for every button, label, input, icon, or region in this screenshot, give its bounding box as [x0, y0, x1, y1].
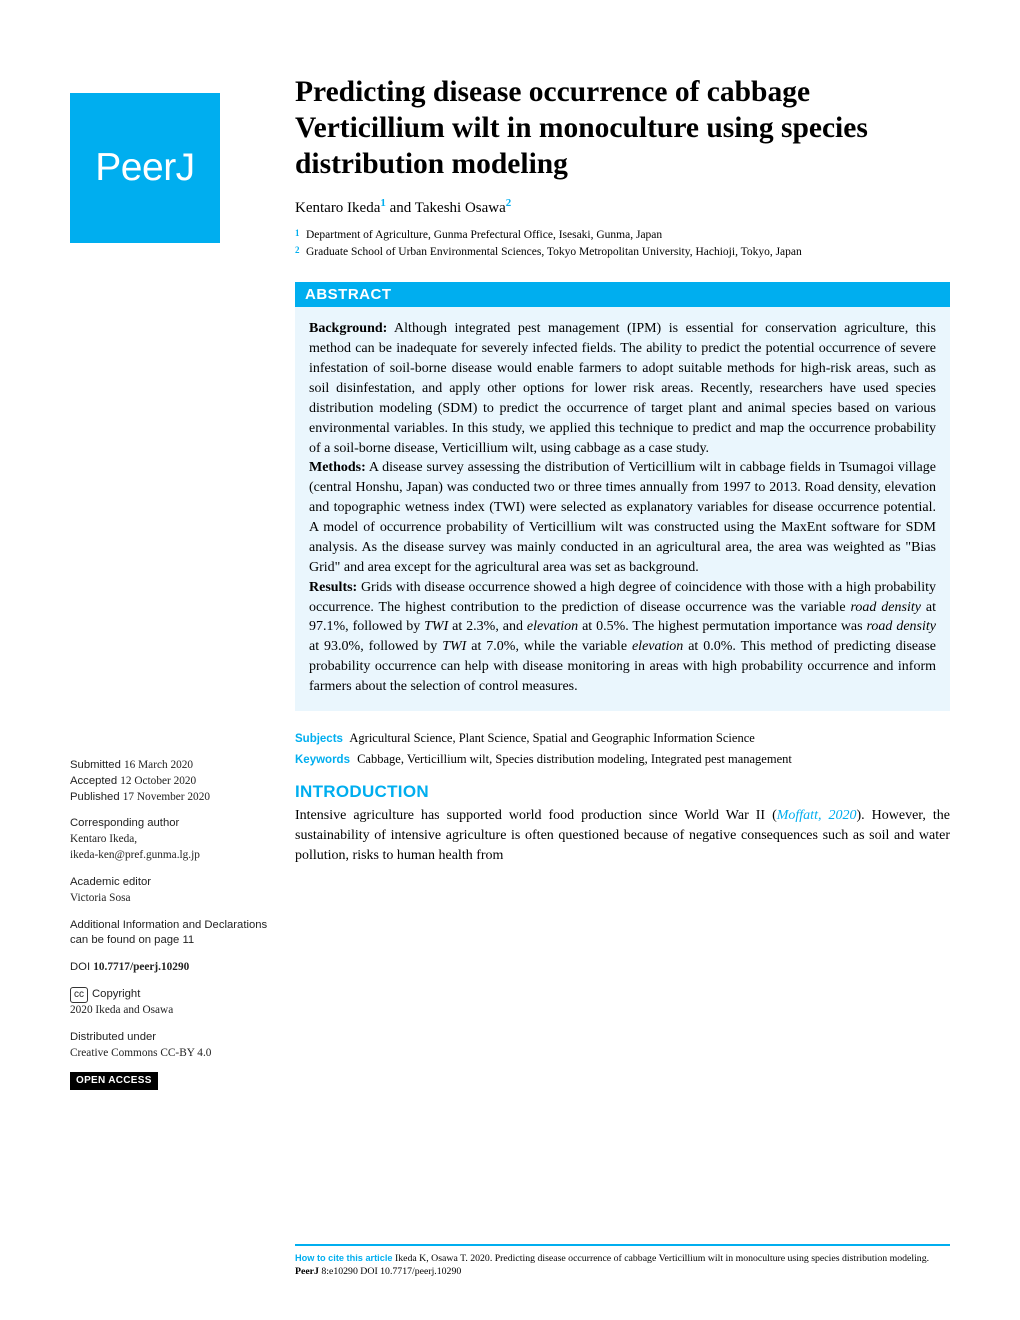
- subjects-text: Agricultural Science, Plant Science, Spa…: [349, 731, 754, 745]
- keywords-line: Keywords Cabbage, Verticillium wilt, Spe…: [295, 750, 950, 769]
- affiliation-num: 1: [295, 227, 303, 244]
- copyright-holder: 2020 Ikeda and Osawa: [70, 1004, 173, 1016]
- article-title: Predicting disease occurrence of cabbage…: [295, 75, 950, 183]
- affiliation-num: 2: [295, 244, 303, 261]
- accepted-date: 12 October 2020: [120, 775, 196, 787]
- doi-label: DOI: [70, 961, 90, 973]
- cc-icon: cc: [70, 987, 88, 1003]
- introduction-body: Intensive agriculture has supported worl…: [295, 806, 950, 866]
- keywords-text: Cabbage, Verticillium wilt, Species dist…: [357, 752, 792, 766]
- journal-logo: PeerJ: [70, 93, 220, 243]
- dates-block: Submitted 16 March 2020 Accepted 12 Octo…: [70, 758, 270, 805]
- distribution-label: Distributed under: [70, 1031, 156, 1043]
- additional-info-block: Additional Information and Declarations …: [70, 918, 270, 950]
- abstract-header: ABSTRACT: [295, 282, 950, 307]
- additional-info-text: Additional Information and Declarations …: [70, 919, 267, 947]
- corresponding-name: Kentaro Ikeda,: [70, 833, 137, 845]
- doi-block: DOI 10.7717/peerj.10290: [70, 960, 270, 976]
- published-date: 17 November 2020: [123, 791, 210, 803]
- how-to-cite-label: How to cite this article: [295, 1253, 393, 1263]
- corresponding-email[interactable]: ikeda-ken@pref.gunma.lg.jp: [70, 849, 200, 861]
- distribution-block: Distributed under Creative Commons CC-BY…: [70, 1030, 270, 1062]
- abstract-body: Background: Although integrated pest man…: [295, 307, 950, 711]
- submitted-date: 16 March 2020: [124, 759, 193, 771]
- corresponding-author-block: Corresponding author Kentaro Ikeda, iked…: [70, 816, 270, 863]
- subjects-label: Subjects: [295, 733, 343, 745]
- affiliation-text: Department of Agriculture, Gunma Prefect…: [306, 227, 662, 244]
- citation-footer: How to cite this article Ikeda K, Osawa …: [295, 1244, 950, 1278]
- introduction-header: INTRODUCTION: [295, 782, 950, 802]
- affiliations: 1 Department of Agriculture, Gunma Prefe…: [295, 227, 950, 260]
- open-access-block: OPEN ACCESS: [70, 1072, 270, 1090]
- subjects-line: Subjects Agricultural Science, Plant Sci…: [295, 729, 950, 748]
- copyright-block: cc Copyright 2020 Ikeda and Osawa: [70, 987, 270, 1019]
- submitted-label: Submitted: [70, 759, 121, 771]
- corresponding-label: Corresponding author: [70, 817, 179, 829]
- affiliation-text: Graduate School of Urban Environmental S…: [306, 244, 802, 261]
- academic-editor-block: Academic editor Victoria Sosa: [70, 875, 270, 907]
- affiliation-row: 1 Department of Agriculture, Gunma Prefe…: [295, 227, 950, 244]
- affiliation-row: 2 Graduate School of Urban Environmental…: [295, 244, 950, 261]
- accepted-label: Accepted: [70, 775, 117, 787]
- editor-label: Academic editor: [70, 876, 151, 888]
- copyright-label: Copyright: [92, 987, 140, 1003]
- published-label: Published: [70, 791, 120, 803]
- open-access-badge: OPEN ACCESS: [70, 1072, 158, 1090]
- doi-link[interactable]: 10.7717/peerj.10290: [93, 961, 189, 973]
- journal-logo-text: PeerJ: [95, 146, 194, 190]
- keywords-label: Keywords: [295, 754, 350, 766]
- distribution-text[interactable]: Creative Commons CC-BY 4.0: [70, 1047, 211, 1059]
- main-column: Predicting disease occurrence of cabbage…: [295, 75, 950, 866]
- sidebar: Submitted 16 March 2020 Accepted 12 Octo…: [70, 758, 270, 1101]
- editor-name: Victoria Sosa: [70, 892, 131, 904]
- authors-line: Kentaro Ikeda1 and Takeshi Osawa2: [295, 197, 950, 217]
